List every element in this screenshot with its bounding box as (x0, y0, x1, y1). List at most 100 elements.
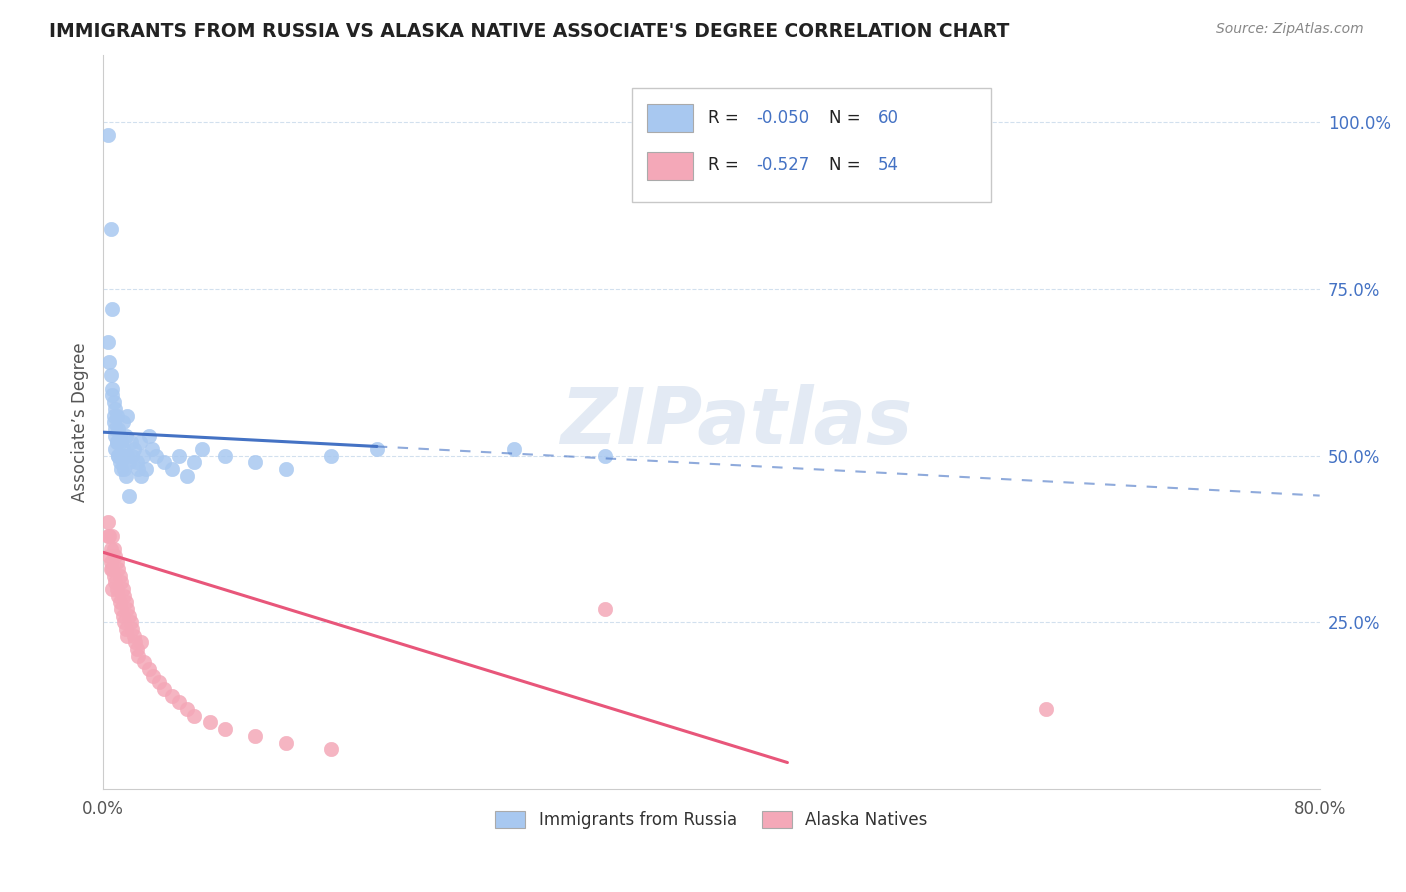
Point (110, 462, 132, 476)
Point (167, 696, 190, 710)
Point (101, 562, 124, 576)
Point (103, 395, 125, 409)
Point (167, 449, 190, 463)
Point (112, 615, 135, 630)
Point (97, 516, 120, 530)
FancyBboxPatch shape (633, 88, 991, 202)
Point (104, 442, 127, 456)
Point (198, 715, 221, 730)
Point (105, 435, 128, 450)
Point (131, 449, 153, 463)
Point (98, 355, 121, 369)
Point (153, 682, 176, 697)
Point (100, 555, 122, 569)
Point (141, 442, 163, 456)
Point (502, 442, 524, 456)
Point (107, 589, 129, 603)
Point (117, 449, 139, 463)
Text: N =: N = (830, 156, 866, 174)
Point (593, 449, 616, 463)
Point (128, 435, 150, 450)
Point (191, 442, 214, 456)
Text: -0.050: -0.050 (756, 109, 810, 127)
Point (183, 708, 205, 723)
Point (183, 455, 205, 469)
Text: ZIPatlas: ZIPatlas (560, 384, 912, 460)
Point (112, 462, 135, 476)
Point (117, 629, 139, 643)
Point (110, 435, 132, 450)
Point (103, 568, 125, 582)
Point (122, 442, 145, 456)
Point (104, 422, 127, 436)
Point (115, 595, 138, 609)
Point (245, 729, 267, 743)
Text: -0.527: -0.527 (756, 156, 810, 174)
Point (101, 582, 124, 596)
Point (120, 615, 142, 630)
Point (214, 722, 236, 736)
Point (142, 669, 165, 683)
Point (101, 528, 124, 542)
Text: Source: ZipAtlas.com: Source: ZipAtlas.com (1216, 22, 1364, 37)
Text: R =: R = (707, 156, 744, 174)
Point (127, 462, 149, 476)
Point (110, 575, 132, 590)
Point (120, 435, 142, 450)
Legend: Immigrants from Russia, Alaska Natives: Immigrants from Russia, Alaska Natives (489, 805, 934, 836)
Point (104, 575, 127, 590)
Point (125, 642, 148, 657)
Point (274, 735, 297, 749)
Text: 60: 60 (879, 109, 898, 127)
Point (148, 675, 170, 690)
Point (117, 409, 139, 423)
Point (1035, 702, 1057, 716)
Point (129, 468, 152, 483)
Point (118, 608, 141, 623)
Point (98, 528, 121, 542)
Point (125, 455, 148, 469)
Point (160, 462, 183, 476)
Point (108, 595, 131, 609)
Point (115, 428, 138, 442)
Point (104, 549, 127, 563)
Point (135, 462, 157, 476)
Text: 54: 54 (879, 156, 898, 174)
Point (129, 635, 152, 649)
Point (108, 455, 131, 469)
Point (100, 541, 122, 556)
Point (107, 422, 129, 436)
Bar (647, 104, 693, 132)
Point (124, 635, 146, 649)
Point (118, 455, 141, 469)
Text: N =: N = (830, 109, 866, 127)
Y-axis label: Associate’s Degree: Associate’s Degree (72, 343, 89, 502)
Point (97, 528, 120, 542)
Point (214, 449, 236, 463)
Point (118, 489, 141, 503)
Point (107, 449, 129, 463)
Point (97, 128, 120, 143)
Point (115, 622, 138, 636)
Point (111, 415, 134, 429)
Point (138, 662, 160, 676)
Point (138, 428, 160, 442)
Point (115, 468, 138, 483)
Point (98, 549, 121, 563)
Point (153, 455, 176, 469)
Point (117, 602, 139, 616)
Point (110, 602, 132, 616)
Point (245, 455, 267, 469)
Point (101, 388, 124, 402)
Point (105, 555, 128, 569)
Point (274, 462, 297, 476)
Point (176, 702, 198, 716)
Point (100, 368, 122, 383)
Point (104, 428, 127, 442)
Point (145, 449, 167, 463)
Point (101, 382, 124, 396)
Point (321, 449, 343, 463)
Point (103, 415, 125, 429)
Point (134, 656, 156, 670)
Point (112, 589, 135, 603)
